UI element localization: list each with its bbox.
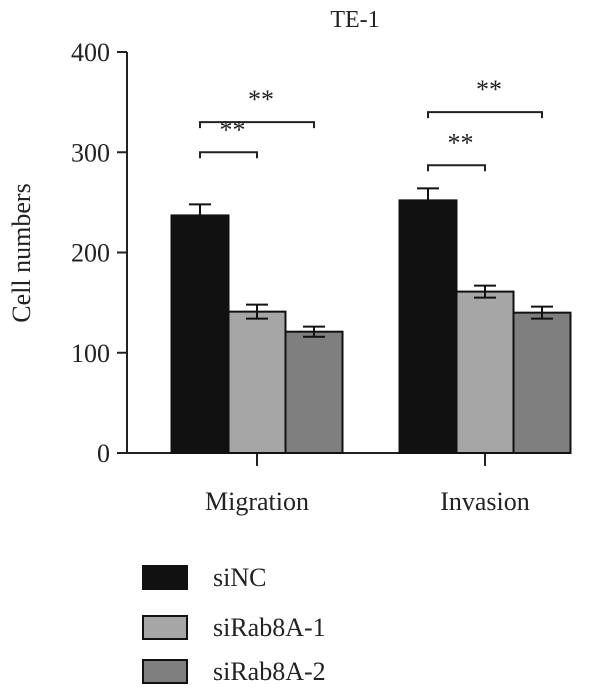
y-axis-label: Cell numbers — [7, 183, 36, 322]
y-tick-label: 300 — [71, 138, 110, 167]
legend-swatch — [142, 615, 188, 640]
significance-label: ** — [220, 115, 246, 144]
bar — [170, 214, 230, 454]
bar — [227, 310, 287, 454]
bar — [398, 199, 458, 454]
significance-label: ** — [248, 85, 274, 114]
bars-group — [170, 187, 572, 455]
significance-bracket — [199, 151, 258, 159]
legend-swatch — [142, 659, 188, 684]
significance-bracket — [199, 121, 315, 129]
legend-label: siRab8A-1 — [213, 613, 326, 642]
y-tick-label: 200 — [71, 239, 110, 268]
significance-annotations: ******** — [199, 75, 543, 172]
x-tick-label: Invasion — [440, 487, 530, 516]
y-tick-label: 100 — [71, 339, 110, 368]
y-tick-label: 400 — [71, 38, 110, 67]
x-axis-ticks: Migration Invasion — [205, 453, 530, 516]
y-tick-label: 0 — [97, 439, 110, 468]
chart-title: TE-1 — [330, 7, 379, 33]
significance-label: ** — [476, 75, 502, 104]
legend-label: siRab8A-2 — [213, 657, 326, 686]
significance-bracket — [427, 111, 543, 119]
significance-bracket — [427, 164, 486, 172]
bar — [512, 311, 572, 454]
legend-swatch — [142, 565, 188, 590]
x-tick-label: Migration — [205, 487, 309, 516]
legend-label: siNC — [213, 563, 266, 592]
legend: siNC siRab8A-1 siRab8A-2 — [142, 563, 326, 686]
bar — [284, 330, 344, 455]
bar — [455, 290, 515, 454]
significance-label: ** — [448, 128, 474, 157]
y-axis-ticks: 0 100 200 300 400 — [71, 38, 127, 468]
